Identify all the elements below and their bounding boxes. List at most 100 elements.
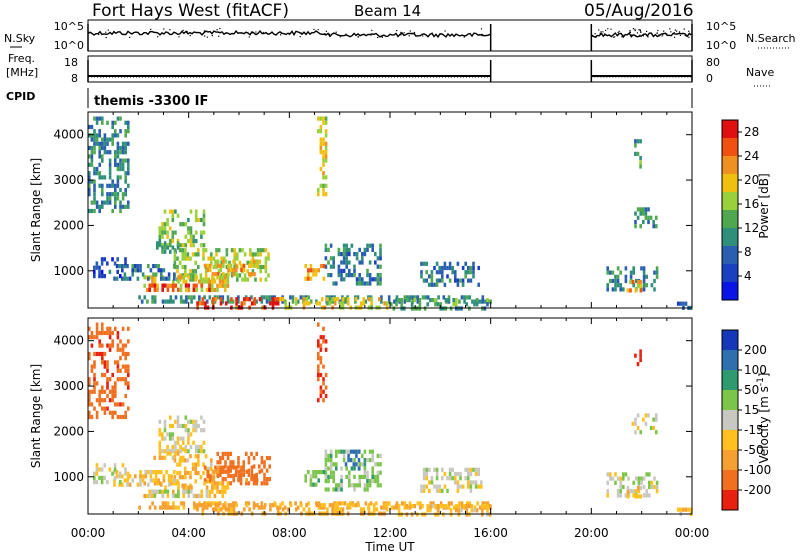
power-cell [327, 273, 330, 278]
velocity-cell [474, 480, 478, 485]
nsearch-dot [105, 36, 107, 39]
power-cell [473, 302, 476, 307]
velocity-cell [101, 385, 104, 390]
power-cell [173, 264, 176, 269]
nsearch-dot [638, 29, 640, 31]
velocity-cell [324, 393, 328, 399]
power-cell [332, 256, 335, 261]
power-cell [454, 274, 457, 279]
power-cell [478, 299, 482, 304]
velocity-cell [346, 505, 349, 510]
power-cell [205, 279, 209, 284]
velocity-cell [349, 449, 353, 454]
velocity-cell [176, 462, 179, 467]
nsearch-dot [618, 30, 620, 32]
velocity-cell [158, 455, 162, 460]
velocity-cell [217, 507, 220, 512]
power-cell [337, 264, 341, 269]
velocity-cell [149, 474, 153, 479]
power-cell [184, 222, 188, 227]
nsearch-dot [640, 31, 642, 33]
power-cell [100, 257, 104, 262]
power-cell [111, 133, 114, 138]
power-cell [302, 297, 306, 302]
power-cell [224, 301, 228, 306]
power-cell [199, 273, 203, 278]
velocity-cell [376, 470, 380, 475]
power-cell [106, 196, 109, 201]
power-cell [438, 270, 441, 275]
velocity-cell [184, 475, 187, 480]
power-cell [176, 269, 179, 274]
power-cell [195, 283, 198, 288]
velocity-cell [255, 451, 258, 456]
nsky-trace [87, 24, 693, 51]
power-cell [171, 217, 175, 223]
velocity-cell [439, 501, 443, 506]
velocity-cell [162, 478, 166, 483]
power-cell [379, 256, 382, 261]
power-cell [322, 264, 326, 269]
power-cell [324, 116, 328, 121]
velocity-cell [116, 364, 120, 369]
velocity-cell [353, 474, 356, 479]
power-cell [111, 183, 114, 188]
velocity-cell [106, 406, 109, 411]
velocity-cell [216, 460, 219, 465]
nsearch-dot [614, 36, 616, 38]
power-cell [637, 279, 640, 285]
velocity-cell [425, 484, 428, 489]
power-cell [644, 215, 648, 220]
velocity-cell [218, 489, 222, 494]
velocity-cell [232, 478, 235, 483]
power-cell [259, 269, 262, 274]
power-cell [378, 297, 381, 302]
nsearch-dot [592, 34, 594, 36]
power-cell [143, 295, 147, 300]
velocity-cell [221, 489, 224, 494]
power-cell [194, 269, 197, 274]
velocity-cell [304, 474, 307, 479]
velocity-cell [469, 471, 473, 477]
velocity-cell [385, 503, 389, 508]
power-cell [191, 269, 195, 274]
velocity-cell [217, 503, 220, 508]
velocity-cell [88, 356, 91, 361]
power-cell [324, 133, 328, 138]
power-cell [189, 226, 193, 231]
power-cell [322, 116, 325, 121]
velocity-cell [200, 428, 203, 433]
velocity-cell [164, 505, 167, 510]
velocity-cell [294, 507, 298, 512]
power-cell [194, 277, 197, 282]
velocity-cell [173, 454, 177, 459]
velocity-cell [118, 474, 121, 479]
power-cell [238, 260, 242, 265]
velocity-cell [216, 469, 220, 474]
power-cells [88, 116, 693, 311]
velocity-cell [357, 466, 361, 471]
power-cell [262, 248, 265, 253]
power-cell [276, 301, 280, 306]
velocity-cell [366, 483, 369, 488]
power-cell [202, 256, 205, 261]
velocity-cell [329, 466, 333, 471]
velocity-cell [634, 421, 637, 426]
nsearch-dot [666, 33, 668, 35]
power-cell [181, 256, 184, 261]
velocity-cell [214, 469, 217, 474]
velocity-cell [182, 505, 186, 510]
velocity-cell [300, 503, 303, 508]
power-cell [127, 171, 130, 176]
power-cell [639, 211, 642, 216]
power-cell [322, 137, 325, 142]
velocity-cell [98, 467, 101, 472]
nsearch-dot [479, 34, 481, 36]
velocity-cell [460, 508, 463, 513]
power-cell [235, 297, 238, 302]
velocity-cell [111, 339, 114, 344]
power-cell [481, 299, 485, 304]
velocity-cell [348, 501, 352, 506]
power-cell [222, 259, 225, 264]
velocity-cell [430, 476, 434, 481]
